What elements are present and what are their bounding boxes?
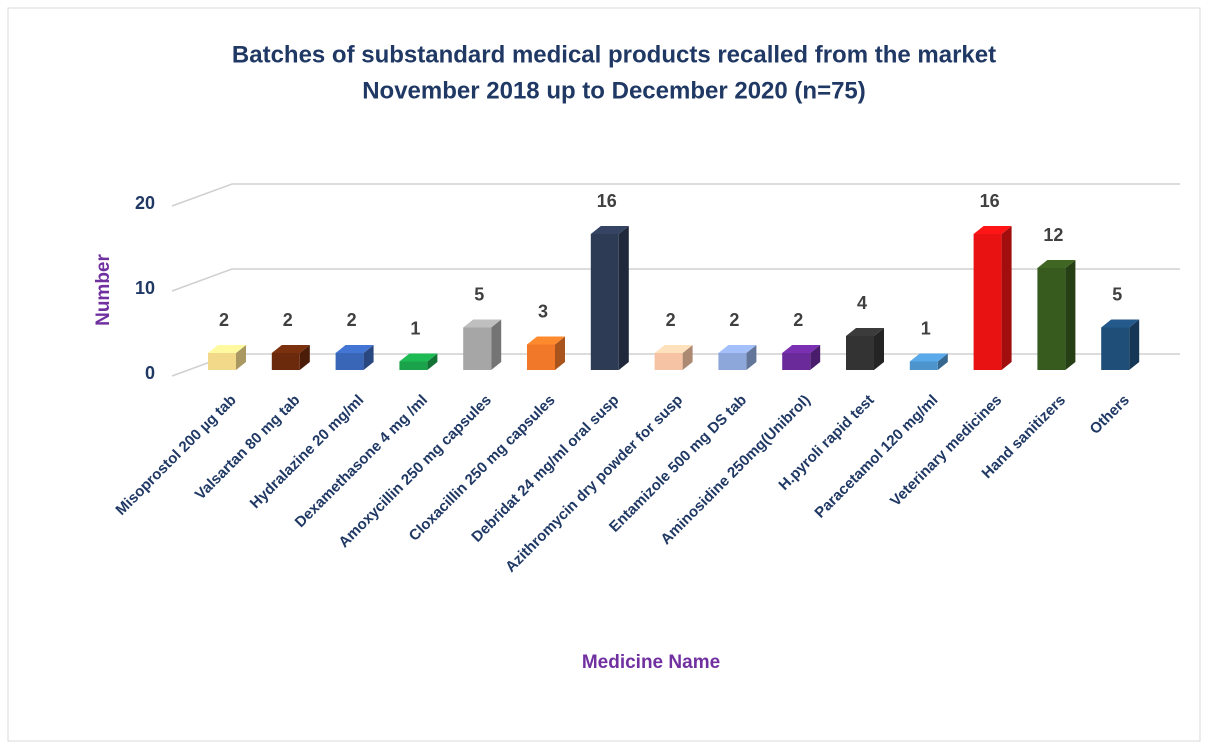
chart-title: Batches of substandard medical products … xyxy=(232,41,996,68)
data-label: 3 xyxy=(538,301,548,321)
bar xyxy=(909,361,938,370)
bar xyxy=(590,234,619,370)
chart-subtitle: November 2018 up to December 2020 (n=75) xyxy=(362,77,866,104)
bar xyxy=(718,353,747,370)
grid-line xyxy=(171,183,1180,207)
data-label: 1 xyxy=(410,318,420,338)
bar-top xyxy=(399,353,438,362)
bar-top xyxy=(335,345,374,353)
bar xyxy=(1037,268,1066,370)
bar xyxy=(1101,327,1130,370)
y-tick-label: 20 xyxy=(135,193,155,213)
y-tick-label: 10 xyxy=(135,278,155,298)
data-label: 12 xyxy=(1043,225,1063,245)
data-label: 2 xyxy=(666,310,676,330)
bar-side xyxy=(1065,260,1076,370)
bar-side xyxy=(555,336,565,370)
bar xyxy=(208,353,236,370)
bar-side xyxy=(299,345,310,370)
data-label: 5 xyxy=(1112,284,1122,304)
data-label: 16 xyxy=(980,191,1000,211)
bar-side xyxy=(491,319,502,370)
bar xyxy=(527,344,555,370)
bar-side xyxy=(874,328,884,370)
bar-top xyxy=(208,345,246,353)
bar-top xyxy=(463,319,502,328)
bar-top xyxy=(909,353,948,362)
bar-top xyxy=(271,345,310,353)
bar-side xyxy=(810,345,821,370)
bar-side xyxy=(363,345,374,370)
bar xyxy=(654,353,683,370)
bar xyxy=(399,361,428,370)
bar-top xyxy=(973,226,1012,234)
bar-side xyxy=(618,226,629,370)
bar-top xyxy=(1037,260,1076,268)
bar xyxy=(271,353,300,370)
bar xyxy=(973,234,1002,370)
bar-side xyxy=(236,345,246,370)
bar-side xyxy=(1001,226,1012,370)
bar-top xyxy=(846,328,884,336)
bar xyxy=(782,353,811,370)
bar-top xyxy=(590,226,629,234)
bar xyxy=(463,327,492,370)
bar-top xyxy=(654,345,693,353)
bar-top xyxy=(782,345,821,353)
data-label: 2 xyxy=(219,310,229,330)
bar-top xyxy=(527,336,565,345)
y-axis-title: Number xyxy=(93,254,114,326)
bar xyxy=(846,336,874,370)
data-label: 2 xyxy=(283,310,293,330)
data-label: 2 xyxy=(729,310,739,330)
chart-frame xyxy=(7,7,1201,742)
bar-side xyxy=(937,353,948,370)
bar-side xyxy=(1129,319,1140,370)
data-label: 1 xyxy=(921,318,931,338)
grid-line xyxy=(171,268,1180,292)
data-label: 16 xyxy=(597,191,617,211)
data-label: 2 xyxy=(793,310,803,330)
bar-side xyxy=(682,345,693,370)
data-label: 4 xyxy=(857,293,867,313)
bar-top xyxy=(1101,319,1140,328)
bar-side xyxy=(746,345,757,370)
bar-side xyxy=(427,353,438,370)
data-label: 5 xyxy=(474,284,484,304)
y-tick-label: 0 xyxy=(145,363,155,383)
data-label: 2 xyxy=(347,310,357,330)
x-axis-title: Medicine Name xyxy=(582,652,720,673)
bar-top xyxy=(718,345,757,353)
bar xyxy=(335,353,364,370)
